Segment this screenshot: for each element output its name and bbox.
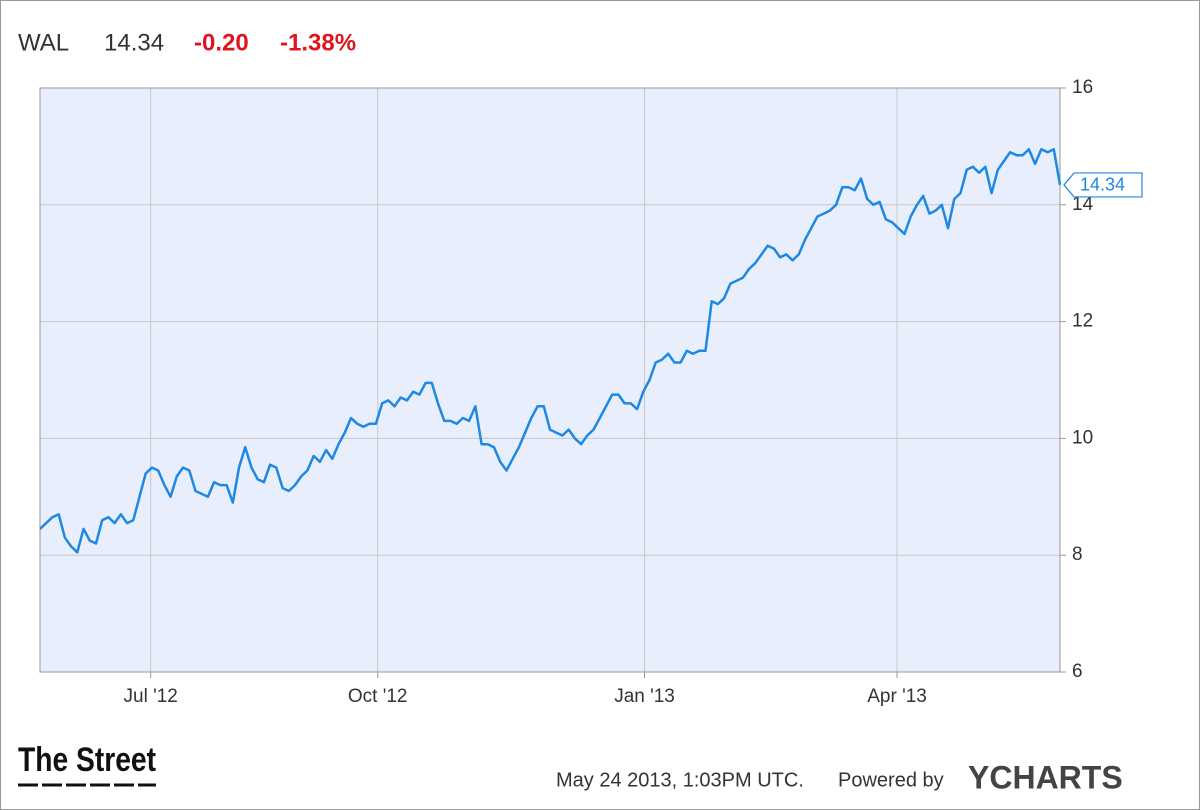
x-tick-label: Jan '13 bbox=[614, 686, 675, 707]
x-tick-label: Apr '13 bbox=[867, 686, 927, 707]
price: 14.34 bbox=[104, 29, 164, 56]
y-tick-label: 16 bbox=[1072, 77, 1093, 98]
price-line bbox=[39, 148, 1062, 554]
x-tick-label: Oct '12 bbox=[348, 686, 408, 707]
timestamp: May 24 2013, 1:03PM UTC. bbox=[556, 769, 804, 791]
ticker: WAL bbox=[18, 29, 69, 56]
brand-logo: The Street bbox=[18, 741, 156, 779]
y-tick-label: 10 bbox=[1072, 427, 1093, 448]
last-value-callout bbox=[1063, 172, 1143, 198]
y-tick-label: 6 bbox=[1072, 661, 1083, 682]
plot-area bbox=[40, 88, 1060, 672]
provider-logo: YCHARTS bbox=[968, 759, 1123, 795]
change-pct: -1.38% bbox=[280, 29, 356, 56]
plot-border bbox=[39, 87, 1061, 673]
last-value-label: 14.34 bbox=[1080, 175, 1125, 195]
y-tick-label: 8 bbox=[1072, 544, 1083, 565]
y-tick-label: 14 bbox=[1072, 194, 1094, 215]
change: -0.20 bbox=[194, 29, 249, 56]
x-tick-label: Jul '12 bbox=[124, 686, 178, 707]
y-tick-label: 12 bbox=[1072, 311, 1093, 332]
powered-by: Powered by bbox=[838, 769, 944, 791]
